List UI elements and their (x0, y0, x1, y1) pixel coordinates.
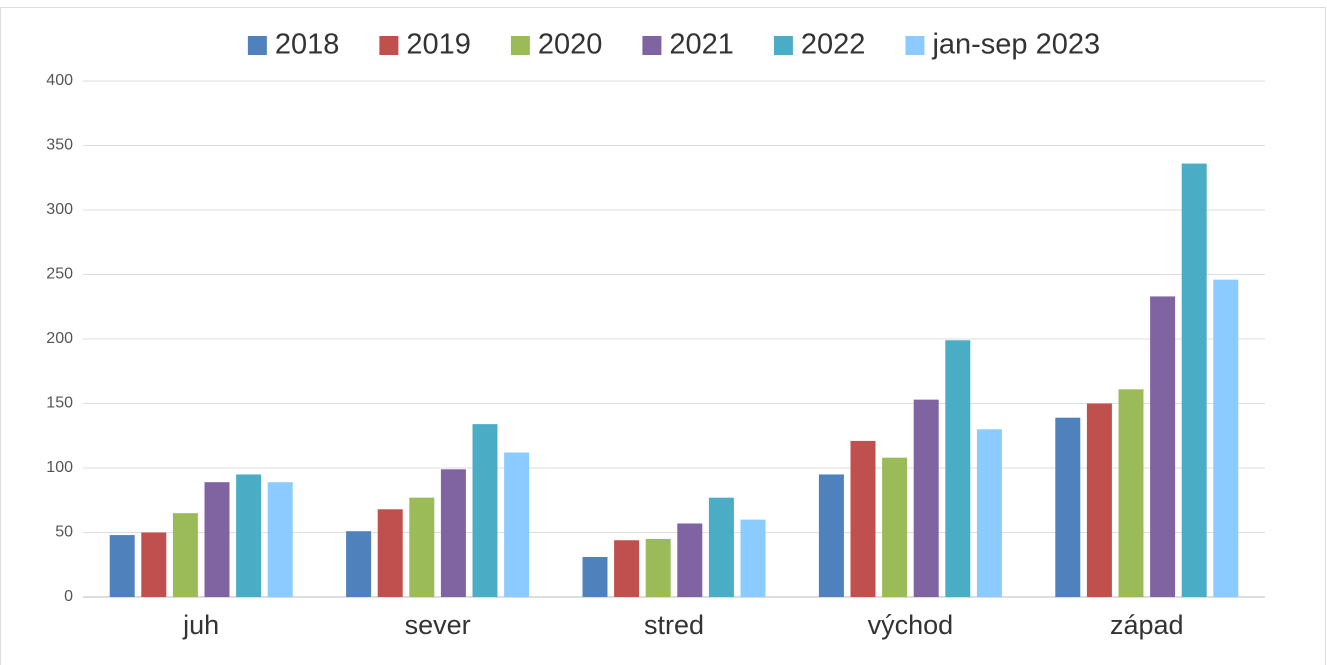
y-tick-label: 50 (55, 524, 73, 541)
x-tick-label: západ (1110, 610, 1184, 640)
bar (1181, 163, 1207, 597)
bar (614, 540, 640, 597)
bar (346, 531, 372, 597)
legend-label: jan-sep 2023 (931, 29, 1100, 61)
bar (976, 429, 1002, 597)
y-tick-label: 300 (46, 201, 73, 218)
bar (913, 399, 939, 597)
x-tick-label: stred (644, 610, 704, 640)
bar (1118, 389, 1144, 597)
y-tick-label: 150 (46, 395, 73, 412)
legend-label: 2020 (538, 29, 603, 61)
bar (1086, 403, 1112, 597)
legend-swatch (379, 36, 399, 55)
bar (582, 557, 608, 597)
y-tick-label: 350 (46, 137, 73, 154)
bar (109, 535, 135, 597)
bar (882, 457, 908, 597)
bar (440, 469, 466, 597)
y-tick-label: 250 (46, 266, 73, 283)
x-tick-label: východ (868, 610, 954, 640)
bar (945, 340, 971, 597)
bar (172, 513, 198, 597)
legend-label: 2021 (669, 29, 734, 61)
bar (204, 482, 230, 597)
y-tick-label: 400 (46, 72, 73, 89)
frame (0, 7, 1326, 665)
y-tick-label: 0 (64, 588, 73, 605)
bar (377, 509, 403, 597)
bar (504, 452, 530, 597)
bar (677, 523, 703, 597)
bar (645, 538, 671, 597)
bar (472, 424, 498, 597)
y-tick-label: 100 (46, 459, 73, 476)
bar (740, 519, 766, 597)
bar (236, 474, 262, 597)
legend-label: 2022 (801, 29, 866, 61)
legend-swatch (905, 36, 925, 55)
legend-swatch (510, 36, 530, 55)
x-tick-label: juh (182, 610, 219, 640)
bar (708, 497, 734, 597)
legend-swatch (642, 36, 662, 55)
legend-swatch (247, 36, 267, 55)
bar (1213, 279, 1239, 597)
bar (1150, 296, 1176, 597)
x-tick-label: sever (405, 610, 471, 640)
legend-label: 2018 (275, 29, 340, 61)
legend-swatch (773, 36, 793, 55)
legend-label: 2019 (406, 29, 471, 61)
bar (267, 482, 293, 597)
bar (850, 440, 876, 597)
bar (818, 474, 844, 597)
bar (1055, 417, 1081, 597)
bar (409, 497, 435, 597)
bar (141, 532, 167, 597)
y-tick-label: 200 (46, 330, 73, 347)
